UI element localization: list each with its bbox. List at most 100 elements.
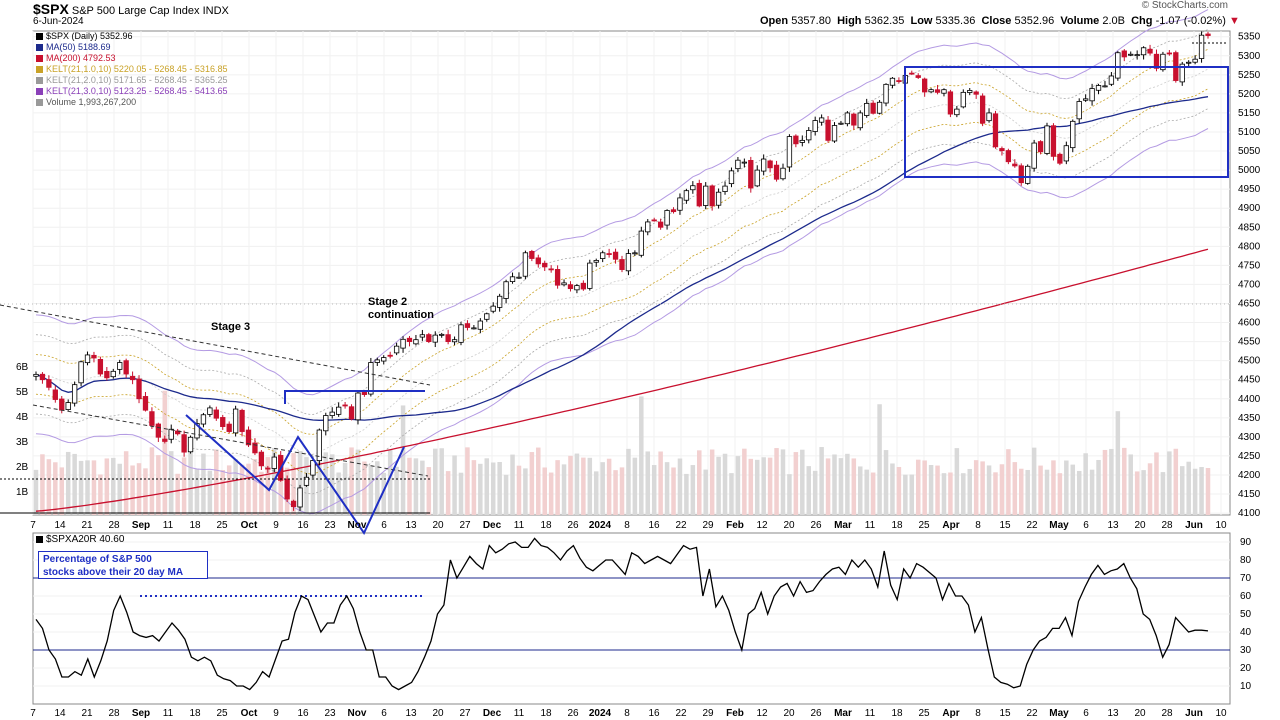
volume-bar (387, 449, 393, 515)
x-tick-label: 21 (81, 520, 93, 531)
candle-up (812, 120, 818, 132)
volume-bar (85, 460, 90, 515)
volume-bar (832, 454, 837, 515)
volume-bar (342, 462, 348, 515)
candle-down (52, 389, 58, 400)
candle-down (387, 354, 393, 357)
candle-up (664, 210, 670, 226)
candle-up (1128, 53, 1134, 56)
candle-down (529, 250, 535, 259)
breadth-tick-label: 10 (1240, 681, 1252, 692)
breadth-tick-label: 60 (1240, 591, 1252, 602)
candle-down (922, 78, 928, 93)
candle-up (451, 339, 458, 343)
price-tick-label: 4900 (1238, 203, 1261, 214)
volume-bar (432, 448, 438, 515)
candle-up (303, 476, 310, 486)
candle-down (123, 360, 129, 375)
volume-bar (935, 465, 940, 515)
volume-tick-label: 2B (16, 462, 29, 473)
candle-up (722, 185, 728, 192)
price-tick-label: 4750 (1238, 260, 1261, 271)
volume-bar (967, 468, 972, 515)
volume-bar (754, 459, 760, 515)
volume-bar (909, 474, 915, 515)
breadth-annotation-line2: stocks above their 20 day MA (43, 567, 184, 578)
x-tick-label: May (1049, 520, 1069, 531)
volume-bar (233, 459, 238, 515)
x-tick-label: 6 (381, 520, 387, 531)
candle-up (168, 428, 174, 440)
x-tick-label-lower: Mar (834, 708, 852, 719)
candle-down (657, 221, 664, 228)
x-tick-label: 20 (432, 520, 444, 531)
volume-bar (465, 447, 470, 515)
volume-tick-label: 4B (16, 412, 29, 423)
volume-bar (478, 463, 483, 515)
candle-up (703, 185, 709, 206)
candle-down (97, 358, 104, 375)
chart-annotations (0, 42, 1230, 597)
x-tick-label-lower: 8 (975, 708, 981, 719)
candle-down (290, 500, 297, 508)
legend-swatch-icon (36, 66, 43, 73)
volume-tick-label: 6B (16, 362, 29, 373)
candle-up (857, 112, 863, 129)
breadth-line (35, 537, 1209, 691)
volume-bar (394, 466, 399, 515)
low-label: Low (910, 15, 933, 27)
candle-up (941, 89, 947, 94)
candle-up (78, 361, 84, 384)
candle-down (999, 148, 1005, 152)
volume-bar (53, 462, 58, 515)
volume-bar (1122, 447, 1127, 515)
volume-bar (426, 467, 432, 515)
x-tick-label-lower: 8 (624, 708, 630, 719)
breadth-tick-label: 50 (1240, 609, 1252, 620)
volume-bar (1128, 454, 1133, 515)
volume-bar (149, 447, 155, 515)
volume-bar (1199, 467, 1204, 515)
volume-bar (1102, 449, 1108, 515)
keltner-3-upper (35, 9, 1209, 396)
candle-up (117, 362, 123, 370)
volume-bar (265, 457, 271, 515)
x-tick-label-lower: 11 (163, 708, 174, 719)
volume-bar (915, 459, 921, 515)
x-tick-label: 18 (189, 520, 201, 531)
candle-up (587, 262, 593, 289)
candle-down (445, 334, 451, 342)
volume-bar (1205, 467, 1211, 515)
x-tick-label-lower: 11 (514, 708, 525, 719)
candle-up (503, 281, 509, 299)
x-tick-label: 8 (624, 520, 630, 531)
candle-down (619, 259, 625, 270)
candle-down (1018, 165, 1024, 184)
price-tick-label: 4700 (1238, 279, 1261, 290)
breadth-series-line (35, 537, 1209, 691)
volume-bar (568, 455, 573, 515)
x-tick-label-lower: 15 (999, 708, 1011, 719)
price-tick-label: 4600 (1238, 318, 1261, 329)
keltner-2-lower (35, 108, 1209, 495)
candle-up (297, 487, 303, 508)
volume-bar (188, 448, 193, 515)
volume-bar (297, 451, 303, 515)
x-tick-label-lower: 25 (918, 708, 930, 719)
legend-item-kelt2: KELT(21,2.0,10) 5171.65 - 5268.45 - 5365… (36, 75, 227, 85)
candle-down (91, 354, 97, 359)
volume-bar (59, 467, 65, 515)
x-tick-label-lower: Feb (726, 708, 744, 719)
volume-bar (123, 451, 129, 515)
candle-up (960, 91, 966, 108)
volume-bar (452, 455, 457, 515)
x-tick-label-lower: Oct (241, 708, 258, 719)
price-tick-label: 5150 (1238, 108, 1261, 119)
price-tick-label: 4950 (1238, 184, 1261, 195)
candle-up (1134, 54, 1140, 57)
candle-up (754, 169, 760, 187)
moving-averages (35, 96, 1209, 512)
volume-bar (1154, 452, 1159, 515)
volume-bar (973, 460, 979, 515)
price-tick-label: 5250 (1238, 70, 1261, 81)
